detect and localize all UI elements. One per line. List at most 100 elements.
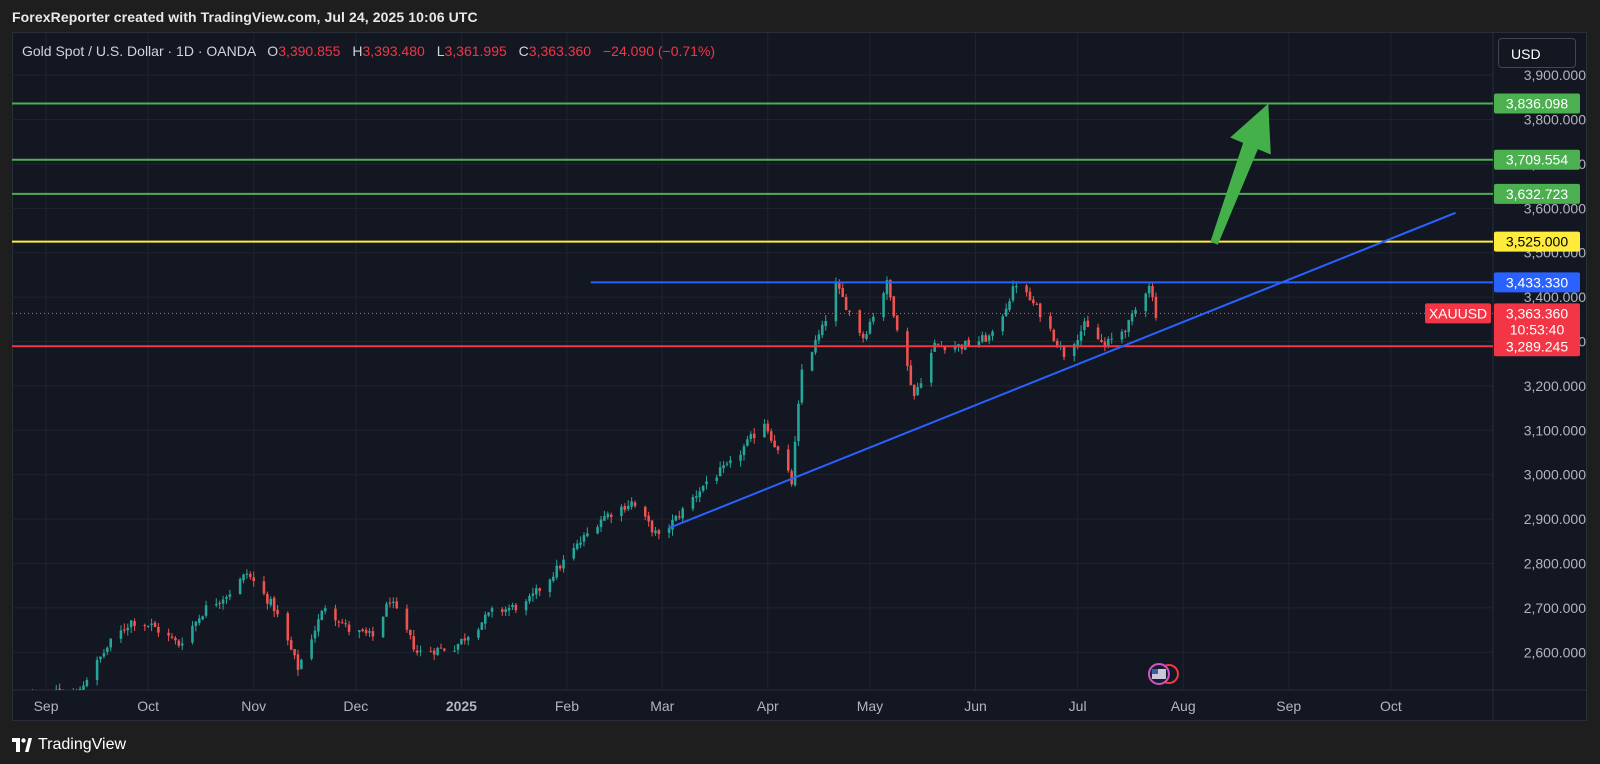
candle-body [1028, 291, 1032, 301]
y-tick-label: 2,600.000 [1524, 644, 1586, 660]
symbol-tag: XAUUSD [1429, 305, 1487, 321]
flag-canton [1151, 669, 1158, 674]
candle-body [773, 440, 776, 448]
candle-body [844, 297, 848, 311]
ascending-trendline [668, 211, 1456, 529]
candle-body [109, 638, 113, 648]
candle-body [395, 601, 398, 609]
candle-body [1103, 341, 1107, 346]
high-value: 3,393.480 [362, 43, 425, 59]
candle-body [865, 334, 868, 339]
bar-countdown: 10:53:40 [1510, 321, 1565, 337]
candle-body [596, 526, 599, 534]
candle-body [991, 331, 994, 336]
low-label: L [436, 43, 445, 59]
candle-body [742, 446, 746, 456]
candle-body [749, 434, 753, 439]
candle-body [357, 630, 361, 633]
x-tick-label: Oct [1380, 698, 1402, 714]
candle-body [1052, 329, 1056, 341]
candle-body [337, 621, 341, 623]
y-tick-label: 3,400.000 [1524, 289, 1586, 305]
candle-body [313, 630, 317, 639]
candle-body [1147, 285, 1151, 294]
candle-body [11, 702, 14, 704]
candle-body [157, 626, 160, 633]
candle-body [746, 439, 749, 446]
x-tick-label: Apr [757, 698, 779, 714]
candle-body [272, 597, 276, 612]
candle-body [197, 618, 201, 624]
candle-body [769, 431, 773, 441]
candle-body [347, 624, 351, 632]
change-value: −24.090 (−0.71%) [602, 43, 716, 59]
symbol-title: Gold Spot / U.S. Dollar · 1D · OANDA [22, 43, 256, 59]
candle-body [405, 608, 409, 630]
y-tick-label: 3,200.000 [1524, 378, 1586, 394]
candle-body [1049, 316, 1052, 329]
x-tick-label: Aug [1171, 698, 1196, 714]
candle-body [650, 520, 654, 533]
candle-body [558, 565, 562, 569]
currency-button[interactable]: USD [1498, 38, 1576, 68]
candle-body [123, 629, 126, 631]
candle-body [722, 465, 725, 469]
candle-body [58, 688, 61, 690]
candle-body [698, 491, 702, 498]
candle-body [633, 502, 637, 507]
candle-body [82, 685, 85, 690]
candle-body [797, 403, 800, 442]
candle-body [153, 622, 157, 628]
candle-body [28, 695, 31, 698]
candle-body [1083, 321, 1086, 331]
candle-body [657, 530, 661, 534]
candle-body [906, 331, 909, 366]
candle-body [286, 613, 290, 641]
candle-body [943, 346, 947, 351]
candle-body [1134, 309, 1137, 314]
candle-body [289, 640, 293, 650]
candle-body [916, 387, 919, 396]
candle-body [729, 460, 732, 464]
candle-body [191, 625, 194, 643]
candle-body [310, 639, 313, 659]
candle-body [436, 647, 439, 656]
candle-body [981, 335, 984, 342]
candle-body [218, 602, 221, 604]
candle-body [119, 630, 123, 639]
candle-body [415, 650, 419, 653]
candle-body [834, 283, 838, 322]
candle-body [201, 616, 204, 620]
candle-body [1079, 331, 1083, 341]
level-label-yellow: 3,525.000 [1506, 234, 1568, 250]
candle-body [800, 369, 804, 403]
level-label-green-bg [1494, 183, 1580, 204]
level-label-green: 3,632.723 [1506, 186, 1568, 202]
y-tick-label: 2,800.000 [1524, 555, 1586, 571]
candle-body [1144, 293, 1148, 312]
candle-body [606, 513, 610, 518]
candle-body [647, 515, 650, 522]
candle-body [504, 609, 507, 612]
candle-body [1154, 296, 1158, 318]
candle-body [344, 623, 347, 625]
y-tick-label: 2,900.000 [1524, 511, 1586, 527]
plot-area [11, 102, 1493, 704]
candle-body [626, 505, 630, 510]
candle-body [500, 609, 504, 612]
candle-body [225, 596, 228, 599]
candle-body [953, 346, 957, 350]
candle-body [524, 601, 528, 611]
candle-body [1001, 316, 1005, 332]
candle-body [810, 352, 814, 371]
high-label: H [352, 43, 363, 59]
candle-body [1004, 308, 1008, 316]
candle-body [480, 622, 484, 630]
candle-body [1038, 303, 1042, 318]
candle-body [194, 621, 198, 626]
candle-body [1015, 285, 1018, 288]
last-price-value: 3,363.360 [1506, 305, 1568, 321]
candle-body [776, 446, 780, 451]
y-tick-label: 3,100.000 [1524, 422, 1586, 438]
